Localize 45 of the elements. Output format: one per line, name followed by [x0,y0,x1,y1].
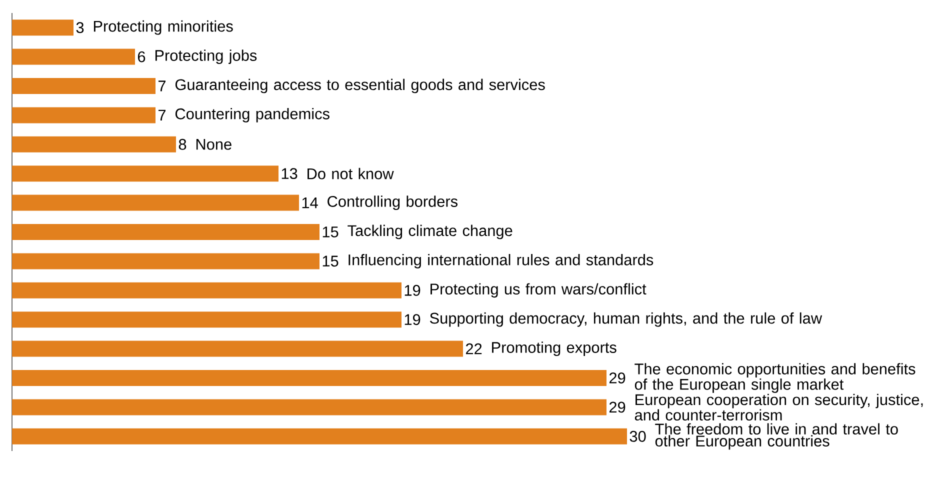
data-label: 6 [138,51,146,62]
data-label: 19 [404,284,420,296]
bar [12,78,156,94]
data-label: 7 [158,110,166,121]
y-tick-label: Tackling climate change [348,224,512,240]
y-tick-label: Influencing international rules and standards [348,254,654,268]
data-label: 15 [322,226,338,238]
data-label: 22 [466,343,482,354]
bar [12,428,628,444]
y-tick-label: Promoting exports [492,342,616,356]
y-tick-label: None [196,139,232,150]
bar [12,166,279,182]
bar [12,136,176,152]
bar [12,48,136,65]
bar [12,282,402,298]
bar [12,253,320,270]
data-label: 30 [630,430,646,442]
y-tick-label: Protecting minorities [94,20,233,35]
data-label: 8 [178,138,186,150]
bar [12,107,156,124]
data-label: 13 [282,168,298,180]
bar [12,340,464,357]
y-tick-label: The freedom to live in and travel to other European countries [655,423,898,450]
bar [12,224,320,240]
bar [12,194,300,211]
data-label: 14 [302,197,318,208]
bar [12,312,402,328]
y-tick-label: Supporting democracy, human rights, and the rule of law [430,312,822,327]
bar [12,20,74,36]
y-tick-label: Countering pandemics [175,108,330,122]
data-label: 3 [76,22,84,34]
y-tick-label: Protecting us from wars/conflict [430,283,646,298]
y-tick-label: Protecting jobs [155,50,257,64]
y-tick-label: Guaranteeing access to essential goods and services [175,78,545,94]
bar [12,399,607,416]
data-label: 29 [609,402,626,413]
data-label: 19 [404,314,420,326]
bar [12,370,607,386]
data-label: 29 [609,372,626,384]
y-tick-label: Controlling borders [328,196,458,210]
data-label: 7 [158,80,166,92]
y-tick-label: The economic opportunities and benefits of the European single market [634,363,916,393]
y-tick-label: European cooperation on security, justice, and counter-terrorism [634,394,923,421]
y-tick-label: Do not know [308,168,394,180]
data-label: 15 [322,256,338,267]
